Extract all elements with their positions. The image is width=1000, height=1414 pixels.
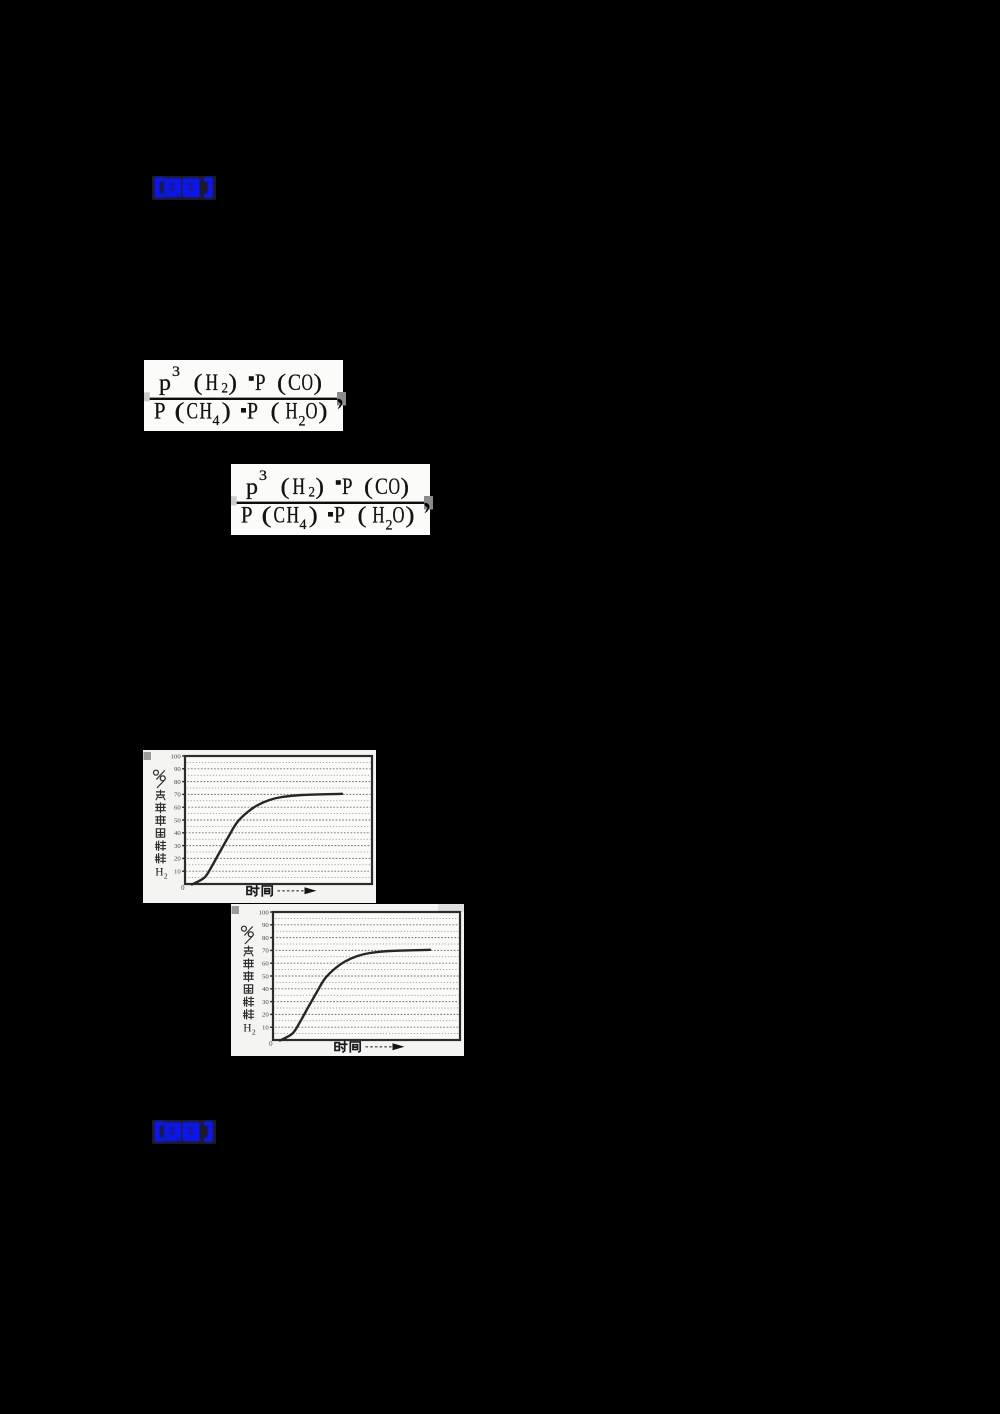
svg-text:(: ( — [281, 474, 290, 499]
svg-text:p: p — [159, 370, 171, 395]
svg-text:4: 4 — [300, 517, 307, 533]
svg-text:P: P — [255, 370, 266, 395]
svg-text:): ) — [229, 370, 238, 395]
svg-text:3: 3 — [259, 468, 267, 484]
svg-text:): ) — [316, 474, 325, 499]
svg-text:20: 20 — [262, 1012, 269, 1019]
svg-text:50: 50 — [262, 973, 269, 980]
svg-text:H: H — [287, 503, 300, 528]
svg-text:40: 40 — [262, 986, 269, 993]
svg-text:P: P — [241, 503, 253, 528]
svg-text:3: 3 — [172, 364, 180, 380]
svg-text:(: ( — [271, 399, 280, 424]
svg-text:P: P — [247, 399, 258, 424]
svg-text:100: 100 — [259, 909, 269, 916]
svg-text:C: C — [288, 370, 301, 395]
svg-text:H: H — [373, 503, 385, 528]
svg-text:0: 0 — [181, 885, 185, 892]
svg-text:(: ( — [277, 370, 286, 395]
svg-text:P: P — [154, 399, 166, 424]
svg-text:2: 2 — [309, 485, 316, 501]
svg-text:80: 80 — [174, 779, 181, 786]
svg-text:H: H — [206, 370, 219, 395]
svg-text:H: H — [286, 399, 298, 424]
svg-text:(: ( — [194, 370, 203, 395]
svg-text:(: ( — [175, 399, 185, 424]
svg-text:60: 60 — [262, 961, 269, 968]
svg-text:C: C — [187, 399, 199, 424]
svg-text:70: 70 — [262, 948, 269, 955]
svg-text:O: O — [306, 399, 318, 424]
svg-text:H: H — [200, 399, 213, 424]
svg-text:): ) — [314, 370, 323, 395]
svg-text:C: C — [375, 474, 388, 499]
svg-text:): ) — [406, 503, 415, 528]
svg-text:): ) — [401, 474, 410, 499]
svg-text:2: 2 — [252, 1028, 256, 1037]
svg-text:P: P — [334, 503, 345, 528]
svg-text:H: H — [293, 474, 306, 499]
svg-text:20: 20 — [174, 856, 181, 863]
svg-text:2: 2 — [299, 414, 306, 430]
svg-text:): ) — [319, 399, 328, 424]
svg-text:10: 10 — [174, 869, 181, 876]
svg-text:0: 0 — [269, 1041, 273, 1048]
svg-text:2: 2 — [222, 381, 229, 397]
svg-text:(: ( — [358, 503, 367, 528]
svg-text:H: H — [243, 1023, 251, 1035]
svg-text:2: 2 — [386, 518, 393, 534]
svg-text:O: O — [393, 503, 405, 528]
svg-text:70: 70 — [174, 792, 181, 799]
svg-text:30: 30 — [262, 999, 269, 1006]
svg-text:(: ( — [262, 503, 272, 528]
svg-text:C: C — [274, 503, 286, 528]
svg-text:30: 30 — [174, 843, 181, 850]
svg-text:80: 80 — [262, 935, 269, 942]
svg-text:90: 90 — [174, 766, 181, 773]
svg-text:4: 4 — [213, 413, 220, 429]
svg-text:O: O — [389, 474, 401, 499]
svg-text:H: H — [155, 867, 163, 879]
svg-text:(: ( — [364, 474, 373, 499]
svg-text:10: 10 — [262, 1025, 269, 1032]
svg-text:40: 40 — [174, 830, 181, 837]
svg-text:50: 50 — [174, 817, 181, 824]
svg-text:2: 2 — [164, 872, 168, 881]
svg-text:90: 90 — [262, 922, 269, 929]
svg-text:): ) — [222, 399, 231, 424]
svg-text:60: 60 — [174, 805, 181, 812]
svg-text:P: P — [342, 474, 353, 499]
svg-text:p: p — [246, 474, 258, 499]
svg-text:): ) — [309, 503, 318, 528]
svg-text:100: 100 — [171, 753, 181, 760]
svg-text:O: O — [302, 370, 314, 395]
